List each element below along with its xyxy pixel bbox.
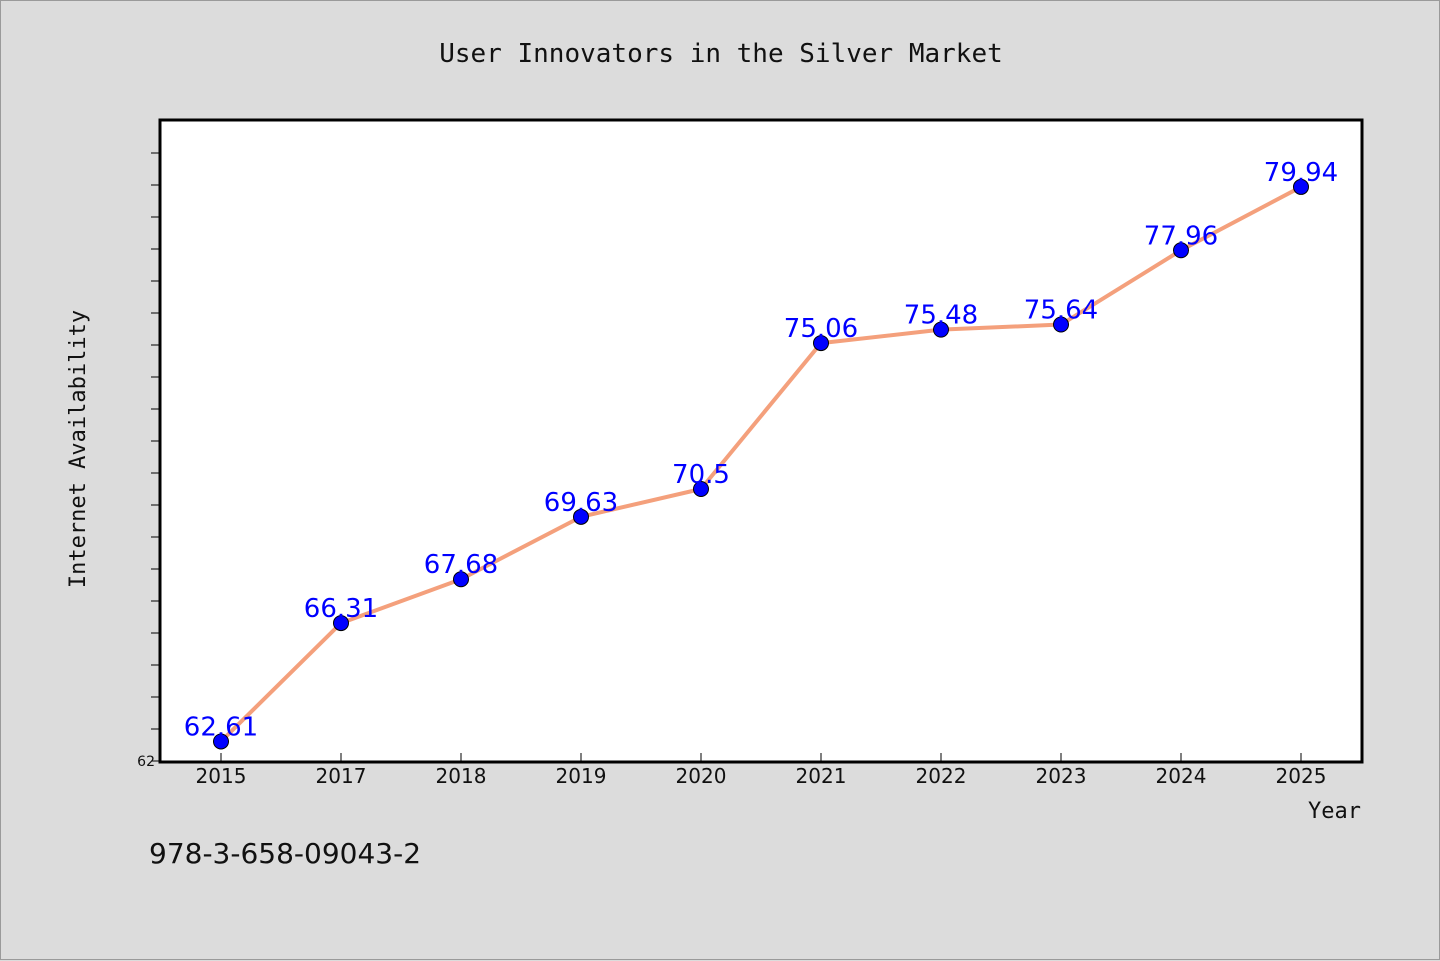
data-label: 70.5 (672, 460, 730, 490)
data-point (933, 321, 949, 338)
y-axis-ticks: 62 (137, 152, 161, 770)
x-tick-label: 2021 (796, 764, 847, 788)
plot-area (158, 118, 1364, 764)
x-tick-label: 2022 (916, 764, 967, 788)
x-tick-label: 2025 (1276, 764, 1327, 788)
data-series (213, 178, 1309, 750)
y-tick-label: 62 (137, 754, 155, 770)
y-axis-label: Internet Availability (66, 310, 91, 588)
x-tick-label: 2018 (436, 764, 487, 788)
data-point (1293, 178, 1309, 195)
data-point (213, 733, 229, 750)
data-point (453, 571, 469, 588)
data-label: 75.64 (1024, 296, 1098, 326)
data-label: 79.94 (1264, 158, 1338, 188)
data-point (1053, 316, 1069, 333)
series-line (219, 185, 1302, 743)
data-point (333, 615, 349, 632)
x-axis-label: Year (1308, 799, 1361, 824)
data-point (693, 481, 709, 497)
isbn-text: 978-3-658-09043-2 (149, 837, 421, 870)
x-tick-label: 2023 (1036, 764, 1087, 788)
x-tick-label: 2020 (676, 764, 727, 788)
data-label: 67.68 (424, 550, 498, 580)
data-label: 69.63 (544, 488, 618, 518)
data-point (813, 335, 829, 352)
x-tick-label: 2015 (196, 764, 247, 788)
data-label: 75.48 (904, 301, 978, 331)
data-point (1173, 242, 1189, 259)
data-labels: 62.61 66.31 67.68 69.63 70.5 75.06 75.48 75.64 7… (184, 158, 1338, 743)
data-label: 77.96 (1144, 221, 1218, 251)
data-label: 75.06 (784, 314, 858, 344)
x-tick-label: 2017 (316, 764, 367, 788)
x-tick-label: 2019 (556, 764, 607, 788)
x-tick-label: 2024 (1156, 764, 1207, 788)
data-label: 66.31 (304, 594, 378, 624)
data-point (573, 508, 589, 525)
chart-title: User Innovators in the Silver Market (439, 39, 1003, 69)
x-axis-ticks: 2015 2017 2018 2019 2020 2021 2022 2023 2024 2025 (196, 753, 1327, 788)
data-label: 62.61 (184, 712, 258, 742)
